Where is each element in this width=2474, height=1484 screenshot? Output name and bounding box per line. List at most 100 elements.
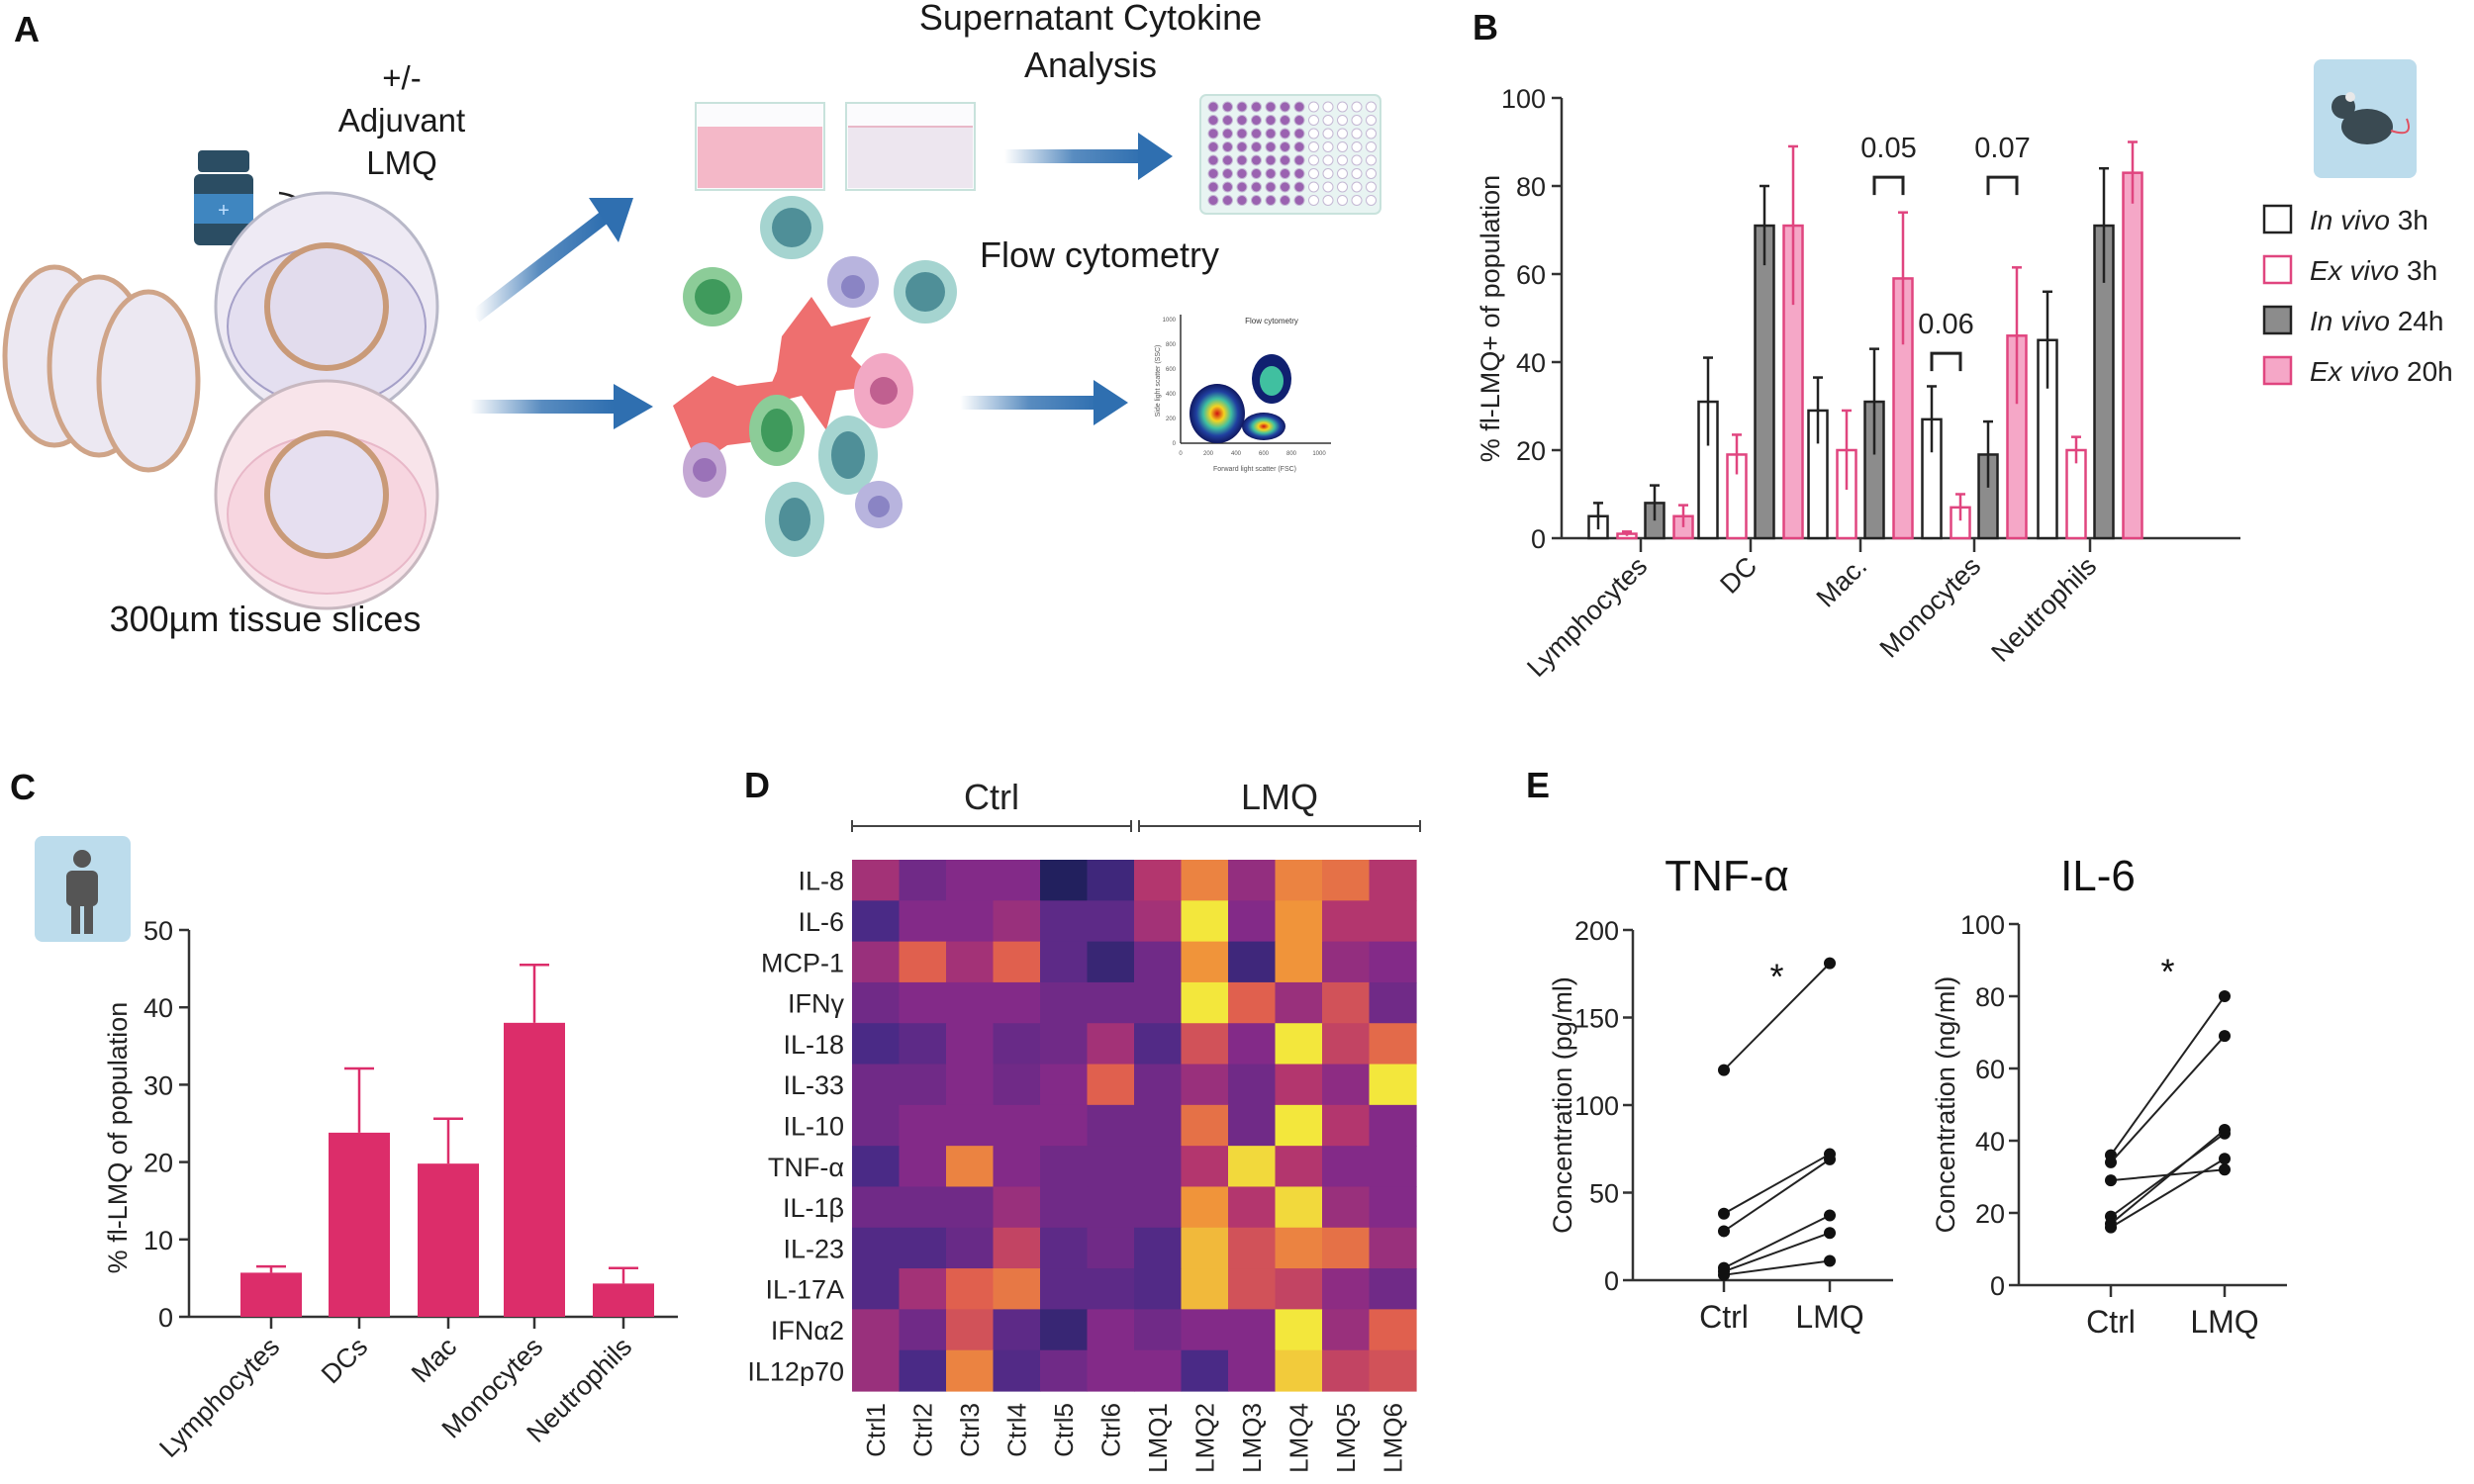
heatmap-cell	[1181, 1146, 1229, 1188]
plate-well	[1265, 168, 1277, 179]
heatmap-cell	[1181, 860, 1229, 901]
x-tick-label: Mac	[406, 1332, 462, 1388]
column-label: LMQ6	[1378, 1403, 1407, 1473]
plate-well	[1207, 128, 1219, 139]
heatmap-cell	[852, 1268, 901, 1310]
heatmap-cell	[852, 1186, 901, 1229]
column-label: LMQ4	[1284, 1403, 1313, 1473]
heatmap-cell	[1322, 1186, 1371, 1229]
data-point	[2219, 1124, 2231, 1137]
paired-line	[1723, 1214, 1831, 1269]
heatmap-cell	[1040, 1064, 1089, 1106]
plate-well	[1207, 101, 1219, 113]
plate-well	[1337, 128, 1348, 139]
plate-well	[1293, 115, 1305, 126]
plate-well	[1222, 168, 1233, 179]
heatmap-cell	[1181, 900, 1229, 943]
heatmap-cell	[1181, 981, 1229, 1024]
heatmap-cell	[1087, 1104, 1135, 1147]
p-value-label: 0.07	[1974, 133, 2030, 164]
heatmap-cell	[1275, 860, 1323, 901]
heatmap-cell	[1134, 981, 1183, 1024]
heatmap-cell	[946, 1268, 995, 1310]
heatmap-cell	[946, 1064, 995, 1106]
paired-line	[1723, 1159, 1831, 1233]
mini-plot-xtick: 600	[1259, 451, 1270, 457]
heatmap-cell	[1087, 1146, 1135, 1188]
heatmap-cell	[1275, 1309, 1323, 1351]
heatmap-cell	[993, 1268, 1041, 1310]
row-label: IFNα2	[771, 1316, 844, 1345]
plate-well	[1280, 115, 1290, 126]
panel-label-a: A	[14, 9, 40, 49]
heatmap-cell	[1181, 1309, 1229, 1351]
plate-well	[1265, 115, 1277, 126]
x-tick-label: Mac.	[1811, 551, 1873, 613]
heatmap-cell	[1369, 1104, 1417, 1147]
heatmap-cell	[993, 860, 1041, 901]
heatmap-cell	[1228, 860, 1277, 901]
y-tick-label: 20	[143, 1149, 173, 1178]
data-point	[2219, 1030, 2231, 1043]
paired-line	[1723, 962, 1831, 1071]
plate-well	[1308, 154, 1319, 166]
data-point	[1824, 1153, 1836, 1165]
heatmap-cell	[1040, 1309, 1089, 1351]
chart-d-heatmap: IL-8 IL-6 MCP-1 IFNγ IL-18 IL-33 IL-10 TNF-α IL-…	[747, 777, 1421, 1473]
row-label: IL-17A	[765, 1275, 844, 1305]
heatmap-cell	[852, 860, 901, 901]
column-label: Ctrl3	[955, 1403, 985, 1457]
arrow-icon	[470, 198, 633, 323]
plate-well	[1293, 141, 1305, 152]
chart-e-tnf: 0 50 100 150 200 Ctrl LMQ TNF-α * Concentration (…	[1548, 852, 1893, 1335]
paired-line	[2110, 995, 2226, 1157]
heatmap-cell	[993, 1023, 1041, 1066]
legend-label-italic: Ex vivo	[2310, 356, 2399, 387]
heatmap-cell	[1275, 941, 1323, 983]
plate-well	[1293, 154, 1305, 166]
significance-bracket	[1872, 175, 1905, 196]
plate-well	[1236, 115, 1248, 126]
cytokine-label-line1: Supernatant Cytokine	[919, 0, 1262, 38]
data-point	[1824, 1254, 1836, 1267]
paired-line	[2110, 1132, 2226, 1218]
y-tick-label: 0	[158, 1303, 173, 1333]
heatmap-cell	[1275, 1268, 1323, 1310]
row-label: IL-6	[798, 907, 844, 937]
well-icon	[695, 102, 825, 191]
legend-swatch	[2262, 254, 2293, 285]
chart-b: 0 20 40 60 80 100 % fl-LMQ+ of population Lymph…	[1475, 59, 2453, 683]
panel-label-d: D	[744, 765, 770, 805]
panel-label-e: E	[1526, 765, 1550, 805]
heatmap-cell	[852, 1309, 901, 1351]
mini-plot-ylabel: Side light scatter (SSC)	[1155, 345, 1162, 417]
heatmap-cell	[1228, 900, 1277, 943]
paired-line	[2110, 1158, 2226, 1229]
heatmap-cell	[1228, 1227, 1277, 1269]
heatmap-cell	[1369, 1186, 1417, 1229]
heatmap-cell	[1322, 860, 1371, 901]
mini-plot-ytick: 0	[1173, 441, 1177, 447]
legend-label: Ex vivo 3h	[2310, 255, 2437, 286]
heatmap-cell	[993, 981, 1041, 1024]
plate-well	[1265, 181, 1277, 193]
data-point	[1718, 1207, 1730, 1220]
group-label: Ctrl	[964, 777, 1019, 817]
column-label: Ctrl2	[907, 1403, 937, 1457]
mini-plot-ytick: 800	[1166, 342, 1177, 348]
bar	[1754, 224, 1775, 540]
heatmap-cell	[899, 1146, 947, 1188]
y-tick-label: 100	[1501, 84, 1546, 114]
plate-well	[1251, 195, 1262, 206]
heatmap-cell	[1087, 860, 1135, 901]
column-label: Ctrl5	[1049, 1403, 1079, 1457]
plate-well	[1280, 141, 1290, 152]
plate-well	[1222, 195, 1233, 206]
paired-line	[2110, 1035, 2226, 1163]
chart-title: IL-6	[2060, 852, 2136, 900]
row-label: IL-18	[783, 1030, 844, 1060]
plate-well	[1222, 181, 1233, 193]
heatmap-cell	[1322, 1023, 1371, 1066]
plate-well	[1322, 195, 1334, 206]
